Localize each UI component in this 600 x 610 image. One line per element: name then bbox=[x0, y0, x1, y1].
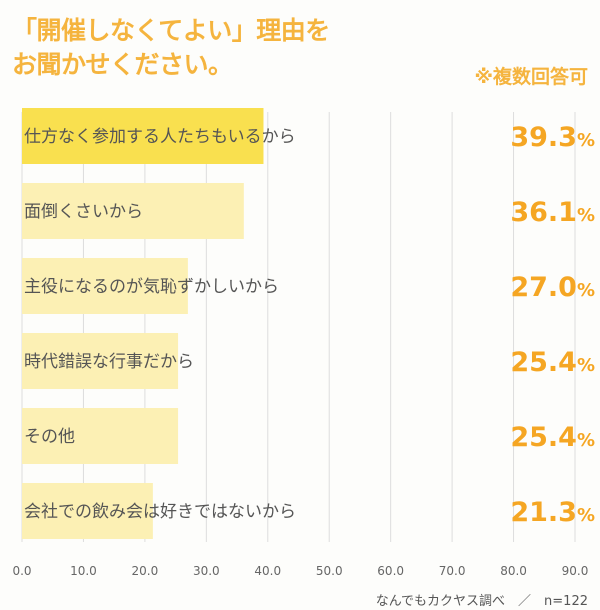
percent-unit: % bbox=[577, 280, 595, 301]
x-tick-label: 50.0 bbox=[316, 564, 343, 578]
percent-unit: % bbox=[577, 130, 595, 151]
category-label: その他 bbox=[24, 427, 75, 447]
multiple-answers-note: ※複数回答可 bbox=[474, 66, 588, 88]
x-tick-label: 60.0 bbox=[377, 564, 404, 578]
x-tick-label: 0.0 bbox=[12, 564, 31, 578]
bar bbox=[22, 108, 264, 164]
value-label: 25.4% bbox=[510, 347, 595, 378]
x-tick-label: 30.0 bbox=[193, 564, 220, 578]
category-label: 仕方なく参加する人たちもいるから bbox=[24, 127, 296, 147]
bar bbox=[22, 183, 244, 239]
x-tick-label: 20.0 bbox=[132, 564, 159, 578]
percent-unit: % bbox=[577, 205, 595, 226]
x-tick-label: 90.0 bbox=[562, 564, 589, 578]
percent-unit: % bbox=[577, 430, 595, 451]
value-label: 27.0% bbox=[510, 272, 595, 303]
percent-unit: % bbox=[577, 505, 595, 526]
category-label: 時代錯誤な行事だから bbox=[24, 352, 194, 372]
category-label: 面倒くさいから bbox=[24, 202, 143, 222]
title-line-2: お聞かせください。 bbox=[12, 50, 233, 79]
title-line-1: 「開催しなくてよい」理由を bbox=[12, 16, 330, 45]
value-label: 25.4% bbox=[510, 422, 595, 453]
bar bbox=[22, 258, 188, 314]
bar bbox=[22, 333, 179, 389]
value-label: 39.3% bbox=[510, 122, 595, 153]
x-tick-label: 80.0 bbox=[500, 564, 527, 578]
source-note: なんでもカクヤス調べ ／ n=122 bbox=[375, 594, 588, 609]
chart-title: 「開催しなくてよい」理由を お聞かせください。 bbox=[12, 14, 330, 82]
x-tick-label: 40.0 bbox=[254, 564, 281, 578]
value-label: 36.1% bbox=[510, 197, 595, 228]
percent-unit: % bbox=[577, 355, 595, 376]
value-label: 21.3% bbox=[510, 497, 595, 528]
bar bbox=[22, 483, 153, 539]
category-label: 主役になるのが気恥ずかしいから bbox=[24, 277, 279, 297]
bar bbox=[22, 408, 179, 464]
x-tick-label: 10.0 bbox=[70, 564, 97, 578]
category-label: 会社での飲み会は好きではないから bbox=[24, 502, 296, 522]
x-tick-label: 70.0 bbox=[439, 564, 466, 578]
